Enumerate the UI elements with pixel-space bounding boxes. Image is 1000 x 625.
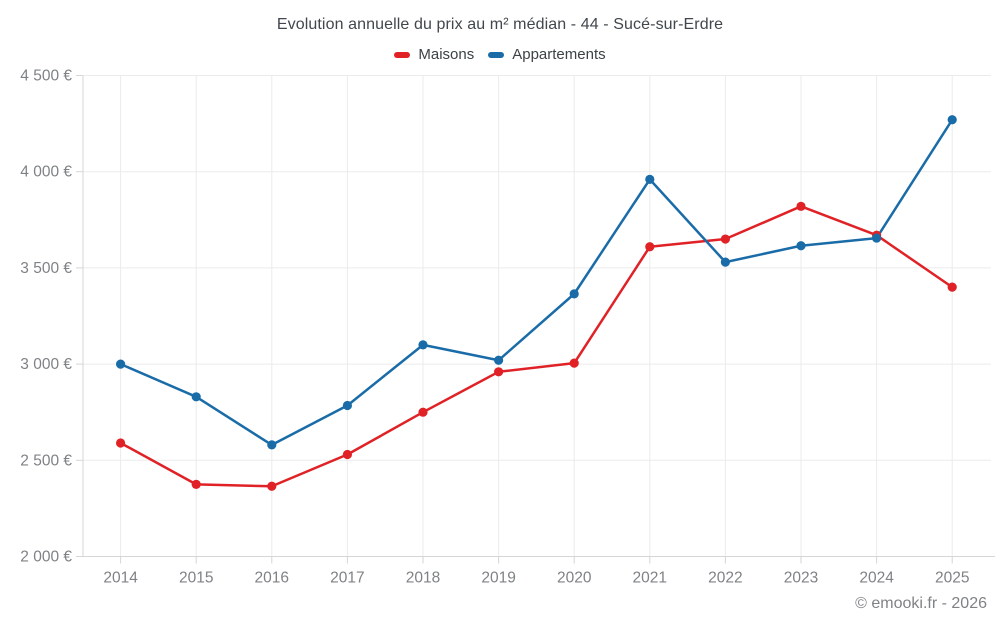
- legend: Maisons Appartements: [0, 46, 1000, 63]
- x-tick-label: 2025: [935, 570, 969, 587]
- data-point-appartements-2020[interactable]: [569, 289, 579, 299]
- x-tick-label: 2014: [103, 570, 138, 587]
- x-tick-label: 2019: [481, 570, 515, 587]
- data-point-maisons-2025[interactable]: [947, 282, 957, 292]
- data-point-appartements-2018[interactable]: [418, 340, 428, 350]
- copyright-watermark: © emooki.fr - 2026: [855, 595, 987, 612]
- x-tick-label: 2021: [633, 570, 667, 587]
- maisons-series-swatch-icon: [394, 51, 411, 58]
- data-point-appartements-2015[interactable]: [191, 392, 201, 402]
- y-tick-label: 3 500 €: [20, 260, 72, 277]
- data-point-appartements-2019[interactable]: [494, 355, 504, 365]
- data-point-maisons-2019[interactable]: [494, 367, 504, 377]
- data-point-appartements-2023[interactable]: [796, 241, 806, 251]
- x-tick-label: 2024: [859, 570, 894, 587]
- data-point-maisons-2021[interactable]: [645, 242, 655, 252]
- data-point-maisons-2018[interactable]: [418, 407, 428, 417]
- y-tick-label: 4 500 €: [20, 68, 72, 85]
- x-tick-label: 2015: [179, 570, 213, 587]
- x-tick-label: 2022: [708, 570, 742, 587]
- y-tick-label: 2 500 €: [20, 452, 72, 469]
- data-point-maisons-2017[interactable]: [342, 449, 352, 460]
- legend-label-appartements: Appartements: [512, 46, 606, 63]
- x-tick-label: 2020: [557, 570, 592, 587]
- data-point-appartements-2025[interactable]: [947, 115, 957, 125]
- y-tick-label: 3 000 €: [20, 356, 72, 373]
- data-point-maisons-2020[interactable]: [569, 358, 579, 368]
- data-point-maisons-2016[interactable]: [267, 481, 277, 491]
- data-point-appartements-2024[interactable]: [872, 233, 882, 243]
- data-point-appartements-2022[interactable]: [720, 257, 731, 267]
- chart-title: Evolution annuelle du prix au m² médian …: [276, 16, 724, 33]
- data-point-appartements-2021[interactable]: [645, 174, 655, 184]
- x-tick-label: 2016: [255, 570, 289, 587]
- data-point-maisons-2014[interactable]: [116, 438, 126, 448]
- y-tick-label: 2 000 €: [20, 549, 72, 566]
- x-tick-label: 2018: [406, 570, 440, 587]
- legend-item-maisons[interactable]: Maisons: [394, 46, 474, 63]
- data-point-maisons-2023[interactable]: [796, 201, 806, 211]
- data-point-maisons-2015[interactable]: [191, 479, 201, 489]
- series-line-maisons: [119, 205, 954, 488]
- appartements-series-swatch-icon: [488, 51, 505, 58]
- x-tick-label: 2017: [330, 570, 364, 587]
- data-point-maisons-2022[interactable]: [720, 234, 731, 244]
- y-tick-label: 4 000 €: [20, 164, 72, 181]
- legend-item-appartements[interactable]: Appartements: [488, 46, 606, 63]
- data-point-appartements-2016[interactable]: [267, 440, 277, 450]
- data-point-appartements-2017[interactable]: [342, 400, 352, 411]
- series-line-appartements: [119, 118, 954, 447]
- x-tick-label: 2023: [784, 570, 818, 587]
- legend-label-maisons: Maisons: [418, 46, 475, 63]
- data-point-appartements-2014[interactable]: [116, 359, 126, 369]
